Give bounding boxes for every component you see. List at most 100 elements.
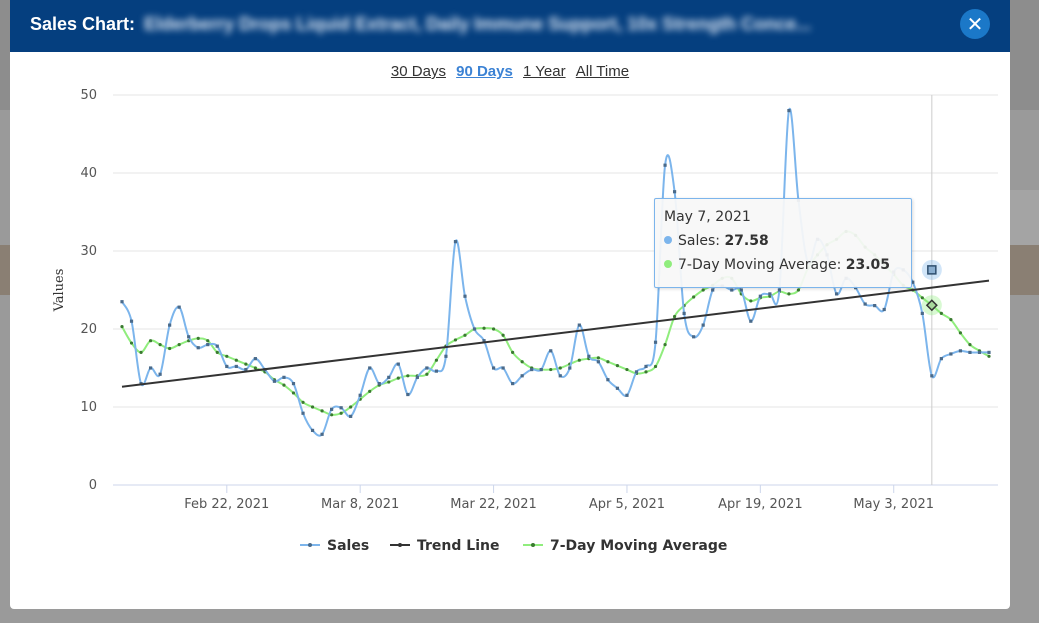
sales-point [672, 190, 677, 194]
sales-point [349, 414, 353, 418]
x-axis-ticks: Feb 22, 2021 Mar 8, 2021 Mar 22, 2021 Apr 5… [184, 485, 934, 512]
sales-point [406, 392, 410, 397]
moving-average-point [320, 409, 324, 413]
sales-point [234, 364, 238, 369]
tooltip-sales-label: Sales: [678, 233, 720, 249]
moving-average-point [406, 374, 410, 378]
sales-point [968, 350, 972, 354]
moving-average-point [129, 341, 134, 345]
moving-average-point [244, 362, 248, 366]
moving-average-point [558, 366, 562, 370]
moving-average-point [206, 339, 210, 343]
moving-average-point [615, 364, 620, 368]
sales-point [396, 362, 400, 366]
moving-average-point [672, 314, 677, 319]
sales-point [425, 366, 429, 370]
sales-point [472, 327, 477, 331]
sales-point [653, 340, 658, 344]
sales-point [358, 393, 362, 397]
sales-point [777, 288, 781, 292]
sales-point [301, 411, 305, 415]
sales-point [120, 300, 124, 304]
sales-point [387, 375, 391, 379]
sales-point [291, 382, 296, 386]
sales-point [958, 349, 963, 353]
moving-average-point [968, 343, 972, 347]
moving-average-point [120, 325, 124, 329]
sales-line [121, 107, 989, 437]
sales-point [558, 374, 562, 378]
sales-point [882, 307, 886, 312]
sales-point [606, 378, 610, 382]
moving-average-point [511, 350, 515, 354]
moving-average-point [301, 400, 305, 404]
tab-1-year[interactable]: 1 Year [523, 63, 566, 80]
moving-average-point [987, 354, 991, 358]
moving-average-point [701, 288, 705, 292]
modal-title: Sales Chart: Elderberry Drops Liquid Ext… [30, 14, 811, 35]
sales-point [949, 352, 953, 356]
moving-average-point [549, 367, 553, 372]
legend-item: Trend Line [417, 538, 499, 554]
x-tick-label: Apr 5, 2021 [589, 497, 665, 512]
moving-average-point [158, 343, 162, 347]
sales-point [377, 382, 381, 386]
close-button[interactable]: ✕ [960, 9, 990, 39]
moving-average-point [330, 413, 334, 417]
moving-average-point [491, 327, 496, 331]
legend-marker [398, 543, 402, 547]
sales-point [520, 374, 524, 378]
sales-chart: 0 10 20 30 40 50 Feb 22, 2021 Mar 8, 2021 Mar 2… [52, 88, 998, 554]
sales-point [930, 374, 934, 378]
sales-point [768, 292, 772, 296]
sales-point [206, 343, 210, 347]
sales-point [977, 350, 982, 354]
moving-average-point [139, 350, 143, 354]
moving-average-point [434, 358, 439, 362]
sales-point [587, 354, 591, 358]
moving-average-point [577, 358, 581, 362]
sales-point [368, 366, 372, 370]
sales-point [739, 288, 743, 292]
moving-average-point [425, 372, 429, 376]
y-tick-label: 40 [80, 166, 97, 181]
sales-point [682, 311, 686, 315]
close-icon: ✕ [966, 12, 984, 36]
sales-point [634, 370, 639, 374]
moving-average-point [349, 405, 353, 409]
grid-lines [113, 94, 998, 486]
moving-average-point [749, 299, 753, 303]
tab-all-time[interactable]: All Time [575, 63, 630, 80]
x-tick-label: Mar 8, 2021 [321, 497, 399, 512]
moving-average-point [196, 336, 200, 340]
sales-point [939, 357, 943, 361]
sales-point [453, 240, 458, 244]
legend-marker [308, 543, 312, 547]
moving-average-point [663, 343, 667, 347]
moving-average-point [787, 292, 791, 296]
moving-average-point [920, 296, 924, 300]
sales-point [787, 109, 791, 113]
sales-chart-modal: Sales Chart: Elderberry Drops Liquid Ext… [10, 0, 1010, 609]
sales-point [225, 364, 229, 369]
sales-point [692, 335, 696, 339]
moving-average-point [596, 356, 600, 360]
sales-point [549, 349, 553, 353]
sales-point [625, 393, 629, 397]
sales-point [148, 366, 153, 370]
sales-point [482, 339, 486, 343]
sales-point [511, 382, 515, 386]
tab-90-days[interactable]: 90 Days [456, 63, 513, 80]
moving-average-point [625, 367, 629, 372]
x-tick-label: Apr 19, 2021 [718, 497, 803, 512]
tab-30-days[interactable]: 30 Days [390, 63, 446, 80]
y-axis-ticks: 0 10 20 30 40 50 [80, 88, 97, 493]
y-tick-label: 0 [89, 478, 97, 493]
moving-average-point [253, 366, 257, 370]
background-panel [1010, 190, 1039, 245]
sales-point [568, 366, 572, 370]
sales-point [873, 304, 877, 308]
moving-average-point [387, 380, 391, 384]
moving-average-point [939, 311, 943, 315]
modal-header: Sales Chart: Elderberry Drops Liquid Ext… [10, 0, 1010, 52]
